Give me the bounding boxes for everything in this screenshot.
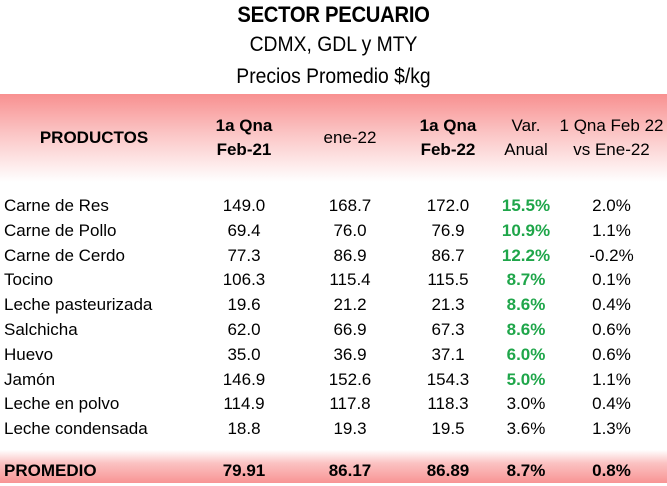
price-feb22: 86.7: [431, 245, 465, 265]
average-label: PROMEDIO: [0, 449, 188, 483]
price-feb22: 21.3: [431, 295, 465, 315]
var-vs-ene22: 0.4%: [592, 295, 631, 315]
price-feb22: 118.3: [427, 394, 469, 414]
product-name: Carne de Res: [4, 196, 109, 215]
price-ene22: 21.2: [333, 295, 367, 315]
header-feb22-line2: Feb-22: [420, 140, 476, 159]
var-anual: 10.9%: [501, 220, 551, 240]
price-feb21: 77.3: [227, 245, 261, 265]
product-name: Tocino: [4, 270, 54, 290]
var-vs-ene22: 0.6%: [592, 319, 631, 339]
header-vs-line1: 1 Qna Feb 22: [559, 116, 664, 135]
average-var-anual: 8.7%: [496, 449, 556, 483]
price-feb22: 67.3: [431, 319, 465, 339]
var-anual: 12.2%: [501, 245, 551, 265]
product-name: Salchicha: [4, 319, 78, 339]
price-feb22: 37.1: [431, 344, 465, 364]
price-feb21: 18.8: [227, 419, 261, 439]
var-vs-ene22: 0.4%: [592, 394, 631, 414]
table-row: Huevo 35.0 36.9 37.1 6.0% 0.6%: [0, 343, 667, 368]
header-feb22: 1a Qna Feb-22: [400, 94, 496, 182]
var-anual: 5.0%: [506, 369, 546, 389]
table-row: Leche condensada 18.8 19.3 19.5 3.6% 1.3…: [0, 417, 667, 442]
product-name: Leche pasteurizada: [4, 295, 153, 315]
price-ene22: 86.9: [333, 245, 367, 265]
report-title: SECTOR PECUARIO: [237, 2, 430, 27]
average-vs-ene22: 0.8%: [556, 449, 667, 483]
table-row: Carne de Res 149.0 168.7 172.0 15.5% 2.0…: [0, 194, 667, 219]
var-anual: 3.6%: [506, 419, 546, 439]
header-var-line2: Anual: [504, 140, 548, 159]
price-ene22: 115.4: [329, 270, 371, 290]
product-name: Leche en polvo: [4, 394, 120, 414]
average-row: PROMEDIO 79.91 86.17 86.89 8.7% 0.8%: [0, 449, 667, 483]
price-feb21: 146.9: [222, 369, 266, 389]
var-anual: 8.7%: [506, 270, 546, 290]
price-feb21: 19.6: [227, 295, 261, 315]
var-anual: 8.6%: [506, 319, 546, 339]
average-ene22: 86.17: [300, 449, 400, 483]
var-vs-ene22: 2.0%: [592, 196, 631, 215]
price-feb21: 35.0: [227, 344, 261, 364]
var-anual: 8.6%: [506, 295, 546, 315]
var-vs-ene22: 0.1%: [592, 270, 631, 290]
var-vs-ene22: 0.6%: [592, 344, 631, 364]
price-feb21: 62.0: [227, 319, 261, 339]
average-feb21: 79.91: [188, 449, 300, 483]
header-feb21-line1: 1a Qna: [215, 116, 273, 135]
price-feb21: 149.0: [222, 196, 266, 215]
header-ene22: ene-22: [300, 94, 400, 182]
product-name: Carne de Cerdo: [4, 245, 125, 265]
var-anual: 15.5%: [501, 196, 551, 215]
table-row: Jamón 146.9 152.6 154.3 5.0% 1.1%: [0, 368, 667, 393]
price-ene22: 117.8: [329, 394, 371, 414]
var-vs-ene22: 1.3%: [592, 419, 631, 439]
header-vs-line2: vs Ene-22: [573, 140, 650, 159]
header-productos: PRODUCTOS: [0, 94, 188, 182]
report-subtitle-cities: CDMX, GDL y MTY: [249, 33, 418, 56]
header-var-anual: Var. Anual: [496, 94, 556, 182]
price-feb21: 69.4: [227, 220, 261, 240]
price-feb21: 114.9: [223, 394, 265, 414]
price-feb22: 172.0: [426, 196, 470, 215]
price-ene22: 19.3: [333, 419, 367, 439]
header-feb21-line2: Feb-21: [216, 140, 272, 159]
price-ene22: 66.9: [333, 319, 367, 339]
price-table: PRODUCTOS 1a Qna Feb-21 ene-22 1a Qna Fe…: [0, 94, 667, 483]
var-vs-ene22: 1.1%: [592, 220, 631, 240]
price-feb22: 154.3: [426, 369, 470, 389]
average-feb22: 86.89: [400, 449, 496, 483]
table-row: Carne de Cerdo 77.3 86.9 86.7 12.2% -0.2…: [0, 244, 667, 269]
product-name: Carne de Pollo: [4, 220, 117, 240]
price-ene22: 152.6: [328, 369, 372, 389]
var-anual: 3.0%: [506, 394, 546, 414]
price-feb22: 19.5: [431, 419, 465, 439]
table-row: Leche en polvo 114.9 117.8 118.3 3.0% 0.…: [0, 392, 667, 417]
price-ene22: 36.9: [333, 344, 367, 364]
product-name: Leche condensada: [4, 419, 148, 439]
price-feb22: 115.5: [427, 270, 469, 290]
table-header: PRODUCTOS 1a Qna Feb-21 ene-22 1a Qna Fe…: [0, 94, 667, 182]
table-row: Tocino 106.3 115.4 115.5 8.7% 0.1%: [0, 268, 667, 293]
table-row: Leche pasteurizada 19.6 21.2 21.3 8.6% 0…: [0, 293, 667, 318]
product-name: Jamón: [4, 369, 56, 389]
header-feb21: 1a Qna Feb-21: [188, 94, 300, 182]
price-ene22: 168.7: [328, 196, 372, 215]
title-block: SECTOR PECUARIO CDMX, GDL y MTY Precios …: [0, 0, 667, 94]
price-feb22: 76.9: [431, 220, 465, 240]
product-name: Huevo: [4, 344, 54, 364]
price-ene22: 76.0: [333, 220, 367, 240]
header-feb22-line1: 1a Qna: [419, 116, 477, 135]
header-var-line1: Var.: [511, 116, 541, 135]
table-row: Salchicha 62.0 66.9 67.3 8.6% 0.6%: [0, 318, 667, 343]
table-row: Carne de Pollo 69.4 76.0 76.9 10.9% 1.1%: [0, 219, 667, 244]
price-feb21: 106.3: [222, 270, 266, 290]
header-vs-ene22: 1 Qna Feb 22 vs Ene-22: [556, 94, 667, 182]
report-subtitle-units: Precios Promedio $/kg: [236, 65, 431, 88]
var-anual: 6.0%: [506, 344, 546, 364]
var-vs-ene22: -0.2%: [589, 245, 634, 265]
var-vs-ene22: 1.1%: [592, 369, 631, 389]
